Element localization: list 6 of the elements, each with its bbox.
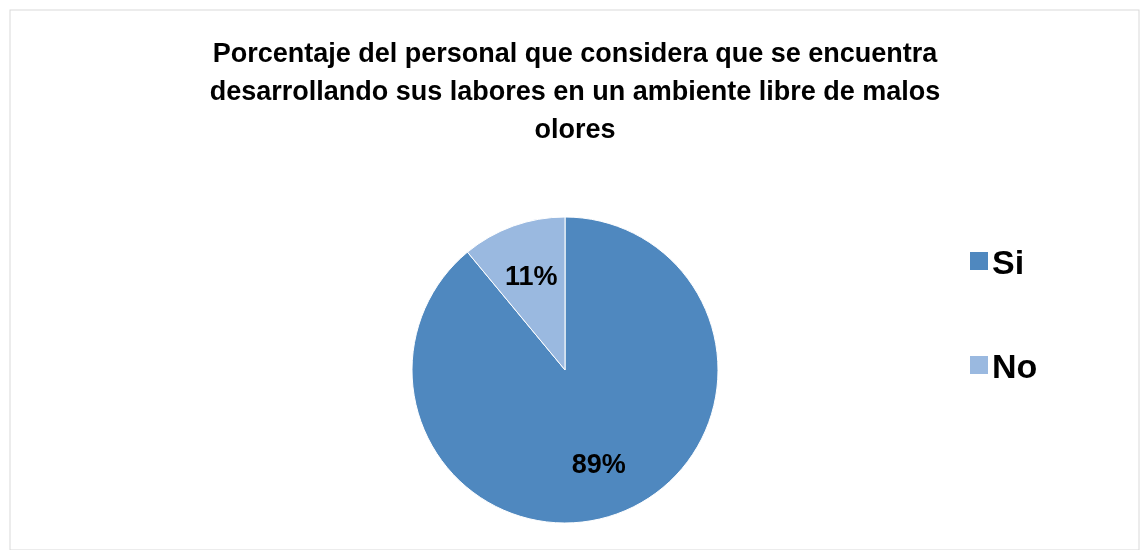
legend-label: No [992, 347, 1038, 385]
chart-title: Porcentaje del personal que considera que se encuentra desarrollando sus labores en un ambiente libre de malos olores [209, 38, 941, 144]
data-label: 11% [505, 261, 558, 292]
legend-label: Si [992, 243, 1025, 281]
data-label: 89% [571, 448, 626, 479]
pie-slice [411, 216, 719, 524]
